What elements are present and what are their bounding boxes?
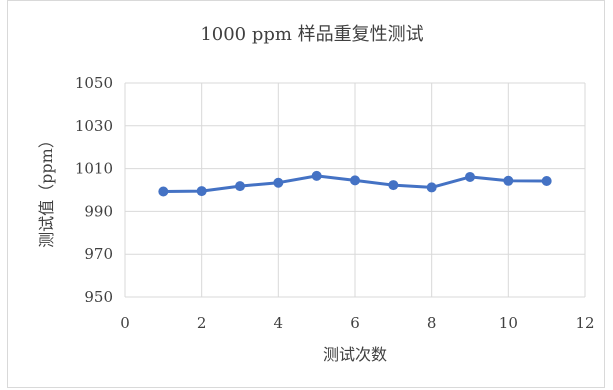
y-tick-label: 990 bbox=[84, 202, 113, 220]
data-point bbox=[388, 180, 399, 191]
chart-title: 1000 ppm 样品重复性测试 bbox=[200, 24, 423, 45]
x-tick-label: 0 bbox=[120, 314, 130, 332]
grid bbox=[124, 82, 586, 298]
data-point bbox=[311, 170, 322, 181]
data-point bbox=[196, 186, 207, 197]
x-tick-label: 12 bbox=[575, 314, 594, 332]
x-axis-title: 测试次数 bbox=[323, 345, 387, 364]
y-tick-label: 1030 bbox=[75, 117, 113, 135]
x-tick-label: 4 bbox=[274, 314, 284, 332]
y-tick-label: 1010 bbox=[75, 160, 113, 178]
x-tick-label: 10 bbox=[499, 314, 518, 332]
data-point bbox=[273, 177, 284, 188]
data-point bbox=[350, 175, 360, 186]
data-point bbox=[503, 175, 514, 186]
chart-frame bbox=[7, 0, 605, 388]
x-tick-label: 8 bbox=[427, 314, 437, 332]
data-point bbox=[158, 186, 169, 197]
data-point bbox=[235, 181, 245, 192]
data-point bbox=[465, 171, 475, 182]
y-tick-label: 1050 bbox=[75, 74, 113, 92]
y-tick-labels: 1050 1030 1010 990 970 950 bbox=[75, 74, 113, 306]
series-layer bbox=[158, 170, 552, 197]
data-point bbox=[426, 182, 437, 193]
x-tick-label: 2 bbox=[197, 314, 207, 332]
x-tick-labels: 0 2 4 6 8 10 12 bbox=[120, 314, 594, 332]
y-tick-label: 950 bbox=[84, 288, 113, 306]
y-tick-label: 970 bbox=[84, 245, 113, 263]
data-point bbox=[541, 176, 552, 187]
x-tick-label: 6 bbox=[350, 314, 360, 332]
y-axis-title: 测试值（ppm） bbox=[37, 132, 56, 248]
